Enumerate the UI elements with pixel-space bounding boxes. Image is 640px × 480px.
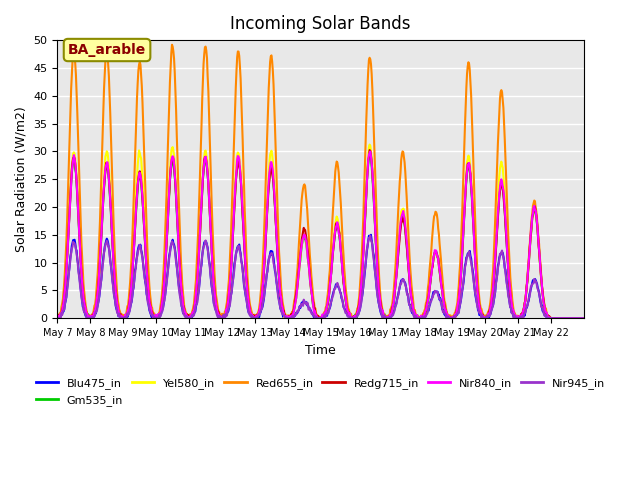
Redg715_in [366, 147, 374, 153]
Line: Red655_in: Red655_in [58, 45, 584, 318]
Nir840_in [54, 315, 61, 321]
Yel580_in [580, 315, 588, 321]
Y-axis label: Solar Radiation (W/m2): Solar Radiation (W/m2) [15, 106, 28, 252]
Nir840_in [405, 265, 413, 271]
Line: Gm535_in: Gm535_in [58, 154, 584, 318]
Red655_in [115, 307, 123, 312]
Yel580_in [212, 300, 220, 306]
Nir840_in [580, 315, 588, 321]
Nir945_in [405, 300, 413, 306]
Gm535_in [258, 291, 266, 297]
Nir945_in [212, 308, 220, 313]
Yel580_in [115, 310, 123, 315]
Text: BA_arable: BA_arable [68, 43, 146, 57]
Line: Redg715_in: Redg715_in [58, 150, 584, 318]
Gm535_in [405, 267, 413, 273]
Blu475_in [258, 306, 266, 312]
Blu475_in [238, 261, 246, 267]
Yel580_in [366, 142, 374, 147]
Nir840_in [258, 293, 266, 299]
Red655_in [212, 296, 220, 302]
Nir840_in [367, 149, 374, 155]
Yel580_in [238, 191, 246, 197]
Line: Nir840_in: Nir840_in [58, 152, 584, 318]
Red655_in [168, 42, 176, 48]
Nir840_in [115, 311, 123, 316]
Line: Yel580_in: Yel580_in [58, 144, 584, 318]
Redg715_in [376, 290, 383, 296]
Redg715_in [212, 302, 220, 308]
Redg715_in [258, 293, 266, 299]
Nir840_in [238, 196, 246, 202]
Yel580_in [54, 315, 61, 321]
Nir945_in [367, 233, 374, 239]
Blu475_in [54, 315, 61, 321]
Legend: Blu475_in, Gm535_in, Yel580_in, Red655_in, Redg715_in, Nir840_in, Nir945_in: Blu475_in, Gm535_in, Yel580_in, Red655_i… [31, 374, 610, 410]
Nir840_in [376, 290, 383, 296]
Nir945_in [238, 262, 246, 268]
Gm535_in [212, 301, 220, 307]
Yel580_in [405, 265, 413, 271]
Red655_in [580, 315, 588, 321]
Nir945_in [115, 311, 123, 316]
Nir840_in [212, 300, 220, 306]
Red655_in [376, 276, 383, 281]
Yel580_in [376, 289, 383, 295]
Red655_in [259, 265, 266, 271]
Redg715_in [405, 268, 413, 274]
Blu475_in [212, 308, 220, 313]
Gm535_in [376, 290, 383, 296]
Nir945_in [258, 306, 266, 312]
Redg715_in [238, 201, 246, 207]
Blu475_in [580, 315, 588, 321]
Red655_in [405, 238, 413, 244]
X-axis label: Time: Time [305, 344, 336, 357]
Gm535_in [367, 151, 374, 157]
Gm535_in [580, 315, 588, 321]
Blu475_in [405, 298, 413, 304]
Gm535_in [238, 197, 246, 203]
Nir945_in [54, 315, 61, 321]
Red655_in [239, 137, 246, 143]
Redg715_in [54, 315, 61, 321]
Gm535_in [115, 309, 123, 315]
Blu475_in [376, 302, 383, 308]
Redg715_in [115, 310, 123, 316]
Line: Nir945_in: Nir945_in [58, 236, 584, 318]
Nir945_in [580, 315, 588, 321]
Yel580_in [258, 291, 266, 297]
Title: Incoming Solar Bands: Incoming Solar Bands [230, 15, 411, 33]
Line: Blu475_in: Blu475_in [58, 235, 584, 318]
Red655_in [54, 314, 61, 320]
Blu475_in [115, 312, 123, 318]
Gm535_in [54, 315, 61, 321]
Blu475_in [367, 232, 375, 238]
Redg715_in [580, 315, 588, 321]
Nir945_in [376, 302, 383, 308]
